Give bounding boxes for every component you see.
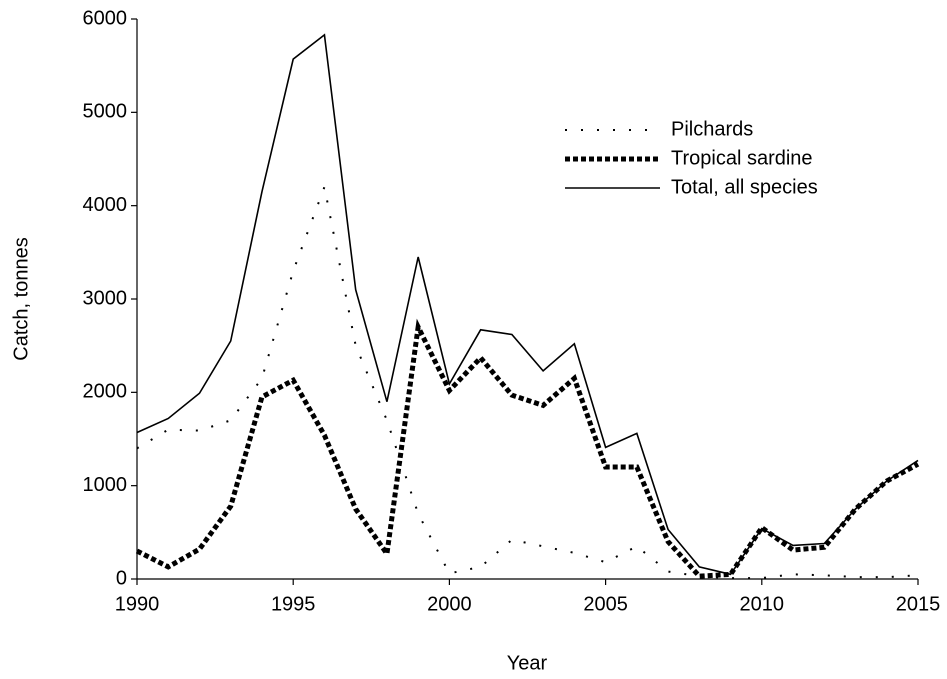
legend-label: Pilchards — [671, 118, 753, 140]
x-tick-label: 1990 — [115, 593, 160, 615]
y-tick-label: 0 — [116, 567, 127, 589]
x-tick-label: 2005 — [583, 593, 628, 615]
x-tick-label: 2010 — [740, 593, 785, 615]
y-tick-label: 5000 — [83, 101, 128, 123]
y-tick-label: 3000 — [83, 287, 128, 309]
x-tick-label: 1995 — [271, 593, 316, 615]
series-line — [136, 33, 919, 576]
y-axis-label: Catch, tonnes — [10, 237, 32, 360]
series-line — [135, 318, 920, 579]
legend-label: Total, all species — [671, 176, 818, 198]
y-tick-label: 1000 — [83, 474, 128, 496]
y-tick-label: 6000 — [83, 7, 128, 29]
legend-label: Tropical sardine — [671, 147, 813, 169]
x-tick-label: 2000 — [427, 593, 472, 615]
x-axis-label: Year — [507, 652, 548, 674]
x-tick-label: 2015 — [896, 593, 941, 615]
series-line — [136, 183, 919, 580]
y-tick-label: 4000 — [83, 194, 128, 216]
y-tick-label: 2000 — [83, 381, 128, 403]
